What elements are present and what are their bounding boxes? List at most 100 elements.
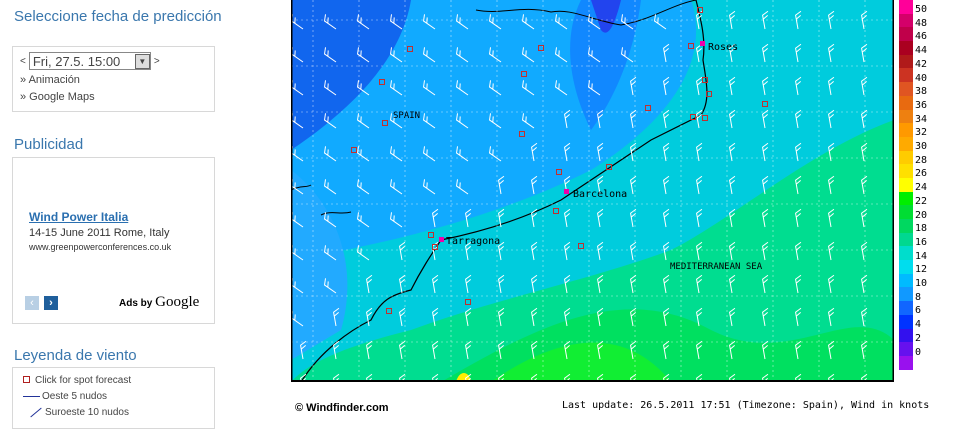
wind-barb [795,274,802,294]
wind-barb [356,80,370,96]
spot-forecast-marker[interactable] [706,91,712,97]
wind-barb [696,175,703,195]
wind-barb [488,80,502,96]
wind-barb [762,340,769,360]
wind-barb [564,307,571,327]
scale-swatch [899,314,913,329]
wind-barb [729,340,736,360]
spot-forecast-marker[interactable] [465,299,471,305]
wind-barb [521,80,535,96]
ad-title-link[interactable]: Wind Power Italia [29,210,129,224]
spot-forecast-marker[interactable] [690,114,696,120]
wind-barb [696,307,703,327]
wind-barb [488,113,502,129]
spot-forecast-marker[interactable] [351,147,357,153]
wind-barb [498,307,505,327]
wind-barb [422,179,436,195]
wind-barb [531,208,538,228]
wind-barb [564,142,571,162]
wind-barb [828,340,835,360]
wind-map[interactable]: Roses Barcelona Tarragona SPAIN MEDITERR… [291,0,894,382]
wind-barb [663,340,670,360]
scale-label: 44 [915,45,928,57]
spot-forecast-marker[interactable] [432,244,438,250]
spot-forecast-marker[interactable] [702,115,708,121]
spot-forecast-marker[interactable] [556,169,562,175]
wind-barb [729,43,736,63]
spot-forecast-marker[interactable] [697,7,703,13]
wind-barb [696,109,703,129]
chevron-down-icon[interactable]: ▼ [134,53,150,69]
spot-forecast-marker[interactable] [521,71,527,77]
wind-barb [521,113,535,129]
wind-barb [564,109,571,129]
spot-forecast-marker[interactable] [519,131,525,137]
wind-barb [795,142,802,162]
scale-label: 2 [915,332,922,344]
scale-label: 10 [915,278,928,289]
scale-swatch [899,191,913,206]
label-spain: SPAIN [393,111,420,121]
wind-barb [422,113,436,129]
wind-barb [828,10,835,30]
spot-forecast-marker[interactable] [606,164,612,170]
wind-barb [762,274,769,294]
wind-barb [861,340,868,360]
spot-forecast-marker[interactable] [379,79,385,85]
spot-forecast-marker[interactable] [762,101,768,107]
next-date-button[interactable]: > [153,55,160,67]
wind-legend-box: Click for spot forecast Oeste 5 nudos Su… [12,367,215,429]
scale-label: 36 [915,99,928,111]
date-select[interactable]: Fri, 27.5. 15:00 ▼ [28,52,151,70]
wind-barb [389,146,403,162]
spot-forecast-marker[interactable] [702,77,708,83]
wind-barb [828,43,835,63]
wind-barb [620,47,634,63]
wind-barb [861,76,868,96]
wind-barb [455,113,469,129]
animation-link[interactable]: » Animación [20,74,80,86]
wind-barb [762,241,769,261]
wind-barb [356,212,370,228]
wind-barb [564,208,571,228]
wind-barb [333,307,340,327]
wind-barb [356,146,370,162]
spot-forecast-marker[interactable] [407,46,413,52]
wind-barb [323,113,337,129]
scale-label: 26 [915,168,928,180]
spot-forecast-marker[interactable] [382,120,388,126]
spot-forecast-marker[interactable] [688,43,694,49]
ad-next-button[interactable]: › [44,296,58,310]
coastline [300,0,708,382]
wind-barb [587,47,601,63]
last-update: Last update: 26.5.2011 17:51 (Timezone: … [562,400,930,411]
spot-forecast-marker[interactable] [553,208,559,214]
wind-barb [795,307,802,327]
scale-label: 28 [915,154,928,166]
wind-barb [729,76,736,96]
wind-barb [696,208,703,228]
ads-by-label: Ads by [119,298,153,309]
wind-barb [762,175,769,195]
scale-label: 32 [915,127,928,139]
wind-barb [521,47,535,63]
scale-swatch [899,164,913,178]
ads-by-google[interactable]: Ads by Google [119,294,199,311]
wind-barb [399,307,406,327]
wind-barb [465,274,472,294]
ad-url[interactable]: www.greenpowerconferences.co.uk [29,242,172,252]
spot-forecast-marker[interactable] [386,308,392,314]
wind-barb [323,245,337,261]
wind-barb [828,241,835,261]
spot-forecast-marker[interactable] [428,232,434,238]
spot-forecast-marker[interactable] [645,105,651,111]
scale-label: 12 [915,264,928,276]
scale-label: 38 [915,86,928,98]
spot-forecast-marker[interactable] [538,45,544,51]
wind-barb [729,241,736,261]
prev-date-button[interactable]: < [20,55,26,67]
wind-barb [389,113,403,129]
google-maps-link[interactable]: » Google Maps [20,91,95,103]
ad-prev-button[interactable]: ‹ [25,296,39,310]
spot-forecast-marker[interactable] [578,243,584,249]
